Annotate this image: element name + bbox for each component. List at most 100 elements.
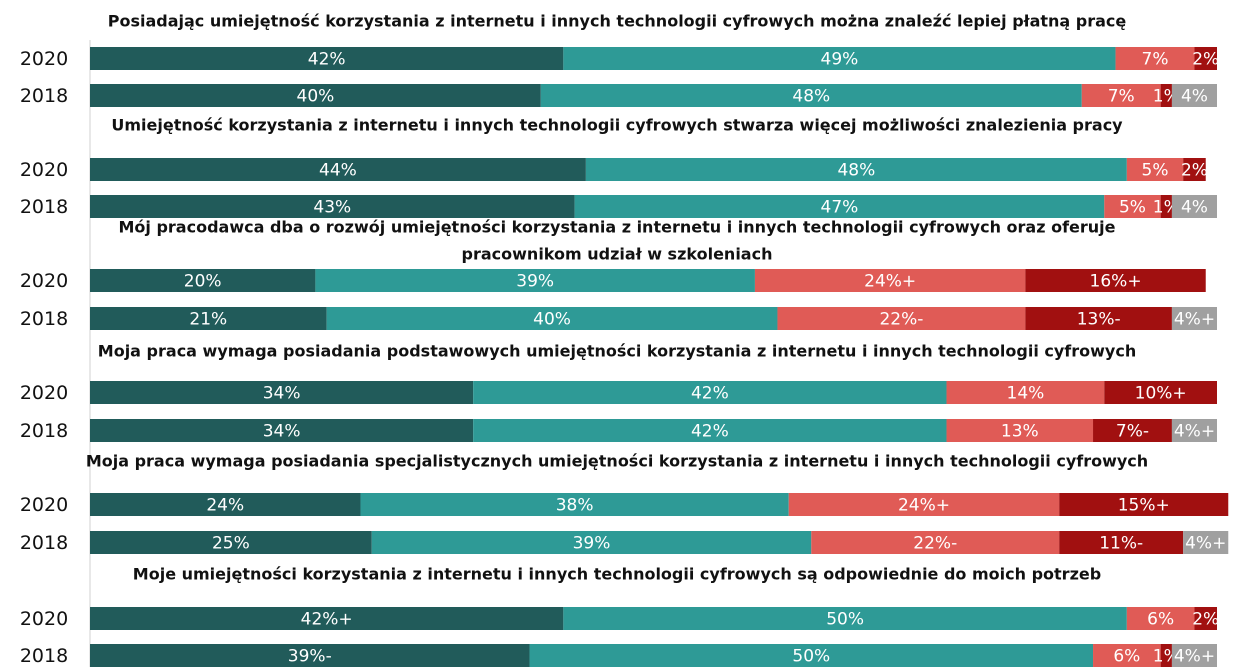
bar-segment xyxy=(1160,195,1172,218)
value-label: 21% xyxy=(189,310,227,330)
year-label: 2018 xyxy=(20,420,68,442)
bar-segment xyxy=(90,84,541,107)
value-label: 48% xyxy=(792,87,830,107)
value-label: 14% xyxy=(1007,384,1045,404)
bar-segment xyxy=(1160,84,1172,107)
bar-segment xyxy=(371,531,812,554)
value-label: 13%- xyxy=(1077,310,1121,330)
bar-segment xyxy=(1171,195,1217,218)
year-label: 2020 xyxy=(20,608,68,630)
bar-segment xyxy=(1093,644,1161,667)
bar-segment xyxy=(1171,84,1217,107)
value-label: 43% xyxy=(313,198,351,218)
value-label: 39% xyxy=(516,272,554,292)
bar-segment xyxy=(1025,307,1172,330)
value-label: 4% xyxy=(1181,198,1208,218)
value-label: 22%- xyxy=(913,534,957,554)
bar-segment xyxy=(777,307,1026,330)
bar-segment xyxy=(946,381,1105,404)
bar-segment xyxy=(1126,607,1195,630)
bar-segment xyxy=(1194,607,1217,630)
year-label: 2018 xyxy=(20,85,68,107)
year-label: 2020 xyxy=(20,382,68,404)
year-label: 2020 xyxy=(20,494,68,516)
bar-segment xyxy=(1183,158,1206,181)
value-label: 2% xyxy=(1192,610,1219,630)
group-title: Moja praca wymaga posiadania podstawowyc… xyxy=(98,342,1136,361)
bar-segment xyxy=(90,195,575,218)
value-label: 4%+ xyxy=(1174,310,1215,330)
value-label: 24%+ xyxy=(898,496,950,516)
bar-segment xyxy=(90,47,564,70)
value-label: 10%+ xyxy=(1135,384,1187,404)
value-label: 7% xyxy=(1108,87,1135,107)
bar-segment xyxy=(585,158,1127,181)
value-label: 39% xyxy=(573,534,611,554)
value-label: 50% xyxy=(792,647,830,667)
value-label: 47% xyxy=(821,198,859,218)
value-label: 34% xyxy=(263,384,301,404)
bar-segment xyxy=(1171,419,1217,442)
group-title: Umiejętność korzystania z internetu i in… xyxy=(111,116,1123,135)
year-label: 2018 xyxy=(20,308,68,330)
value-label: 5% xyxy=(1142,161,1169,181)
bar-segment xyxy=(1171,644,1217,667)
value-label: 24%+ xyxy=(864,272,916,292)
group-title: Mój pracodawca dba o rozwój umiejętności… xyxy=(118,218,1115,237)
bar-segment xyxy=(1081,84,1161,107)
bar-segment xyxy=(473,419,947,442)
value-label: 50% xyxy=(826,610,864,630)
bar-segment xyxy=(90,381,474,404)
value-label: 44% xyxy=(319,161,357,181)
bar-segment xyxy=(315,269,755,292)
value-label: 25% xyxy=(212,534,250,554)
bar-segment xyxy=(1104,195,1161,218)
value-label: 4% xyxy=(1181,87,1208,107)
bar-segment xyxy=(1160,644,1172,667)
value-label: 24% xyxy=(206,496,244,516)
bar-segment xyxy=(360,493,789,516)
year-label: 2020 xyxy=(20,270,68,292)
bar-segment xyxy=(563,47,1116,70)
value-label: 22%- xyxy=(879,310,923,330)
value-label: 4%+ xyxy=(1185,534,1226,554)
year-label: 2018 xyxy=(20,645,68,667)
bar-segment xyxy=(1104,381,1217,404)
group-title: Moja praca wymaga posiadania specjalisty… xyxy=(86,452,1148,471)
bar-segment xyxy=(1025,269,1206,292)
value-label: 42% xyxy=(691,384,729,404)
year-label: 2018 xyxy=(20,196,68,218)
value-label: 4%+ xyxy=(1174,422,1215,442)
group-title: Posiadając umiejętność korzystania z int… xyxy=(108,12,1127,31)
value-label: 7%- xyxy=(1116,422,1149,442)
bar-segment xyxy=(326,307,778,330)
bar-segment xyxy=(1059,493,1229,516)
bar-segment xyxy=(1171,307,1217,330)
value-label: 39%- xyxy=(288,647,332,667)
value-label: 4%+ xyxy=(1174,647,1215,667)
value-label: 40% xyxy=(297,87,335,107)
bar-segment xyxy=(574,195,1105,218)
value-label: 42%+ xyxy=(301,610,353,630)
group-title: Moje umiejętności korzystania z internet… xyxy=(133,565,1101,584)
bar-segment xyxy=(563,607,1127,630)
value-label: 16%+ xyxy=(1090,272,1142,292)
year-label: 2020 xyxy=(20,48,68,70)
bar-segment xyxy=(90,269,316,292)
bar-segment xyxy=(946,419,1094,442)
bar-segment xyxy=(540,84,1082,107)
bar-segment xyxy=(90,531,372,554)
bar-segment xyxy=(90,493,361,516)
value-label: 34% xyxy=(263,422,301,442)
value-label: 13% xyxy=(1001,422,1039,442)
bar-segment xyxy=(754,269,1026,292)
value-label: 2% xyxy=(1192,50,1219,70)
value-label: 11%- xyxy=(1099,534,1143,554)
value-label: 20% xyxy=(184,272,222,292)
value-label: 42% xyxy=(308,50,346,70)
value-label: 6% xyxy=(1113,647,1140,667)
bar-segment xyxy=(811,531,1060,554)
value-label: 6% xyxy=(1147,610,1174,630)
bar-segment xyxy=(788,493,1060,516)
